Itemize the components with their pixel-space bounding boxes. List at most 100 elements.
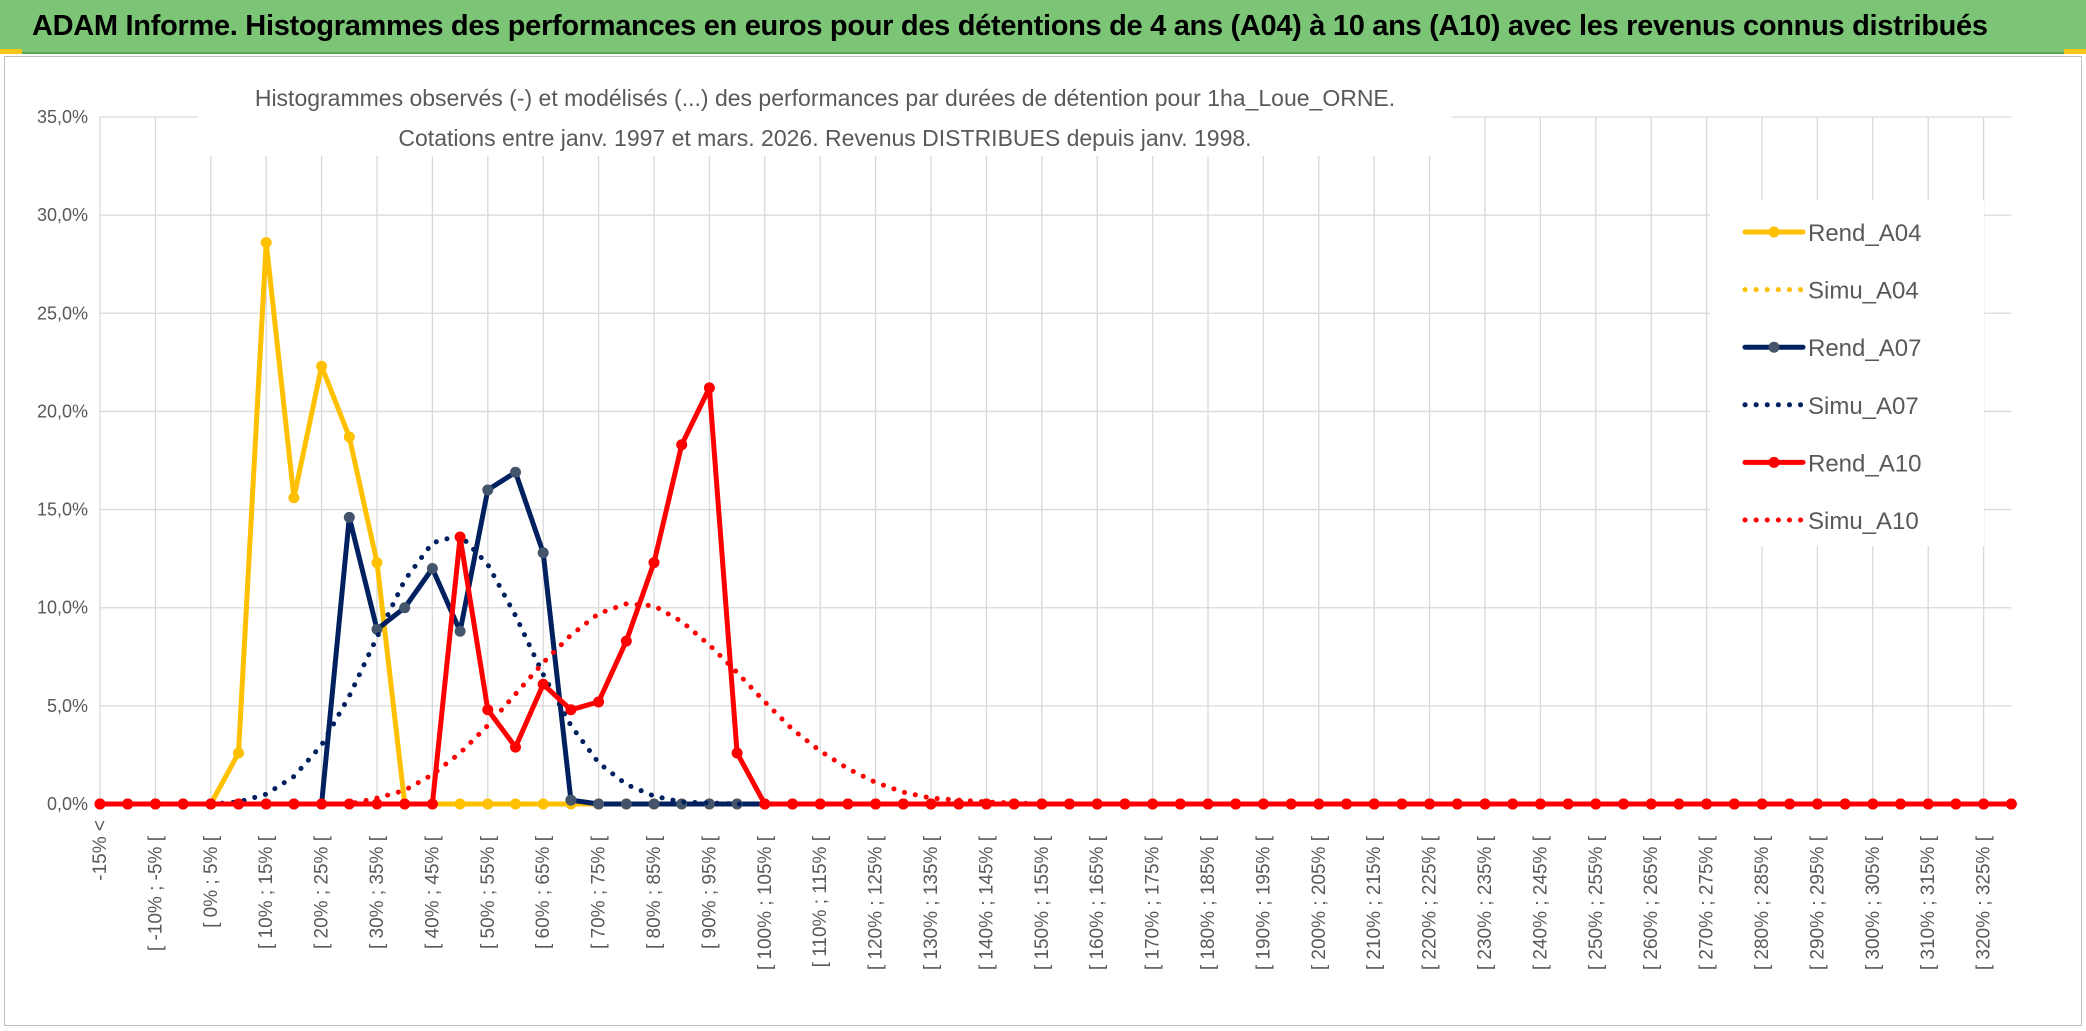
legend-label: Simu_A10 <box>1808 508 1919 535</box>
x-tick-label: [ 110% ; 115% [ <box>810 835 831 967</box>
legend-label: Simu_A07 <box>1808 393 1919 420</box>
data-point <box>1313 798 1325 810</box>
x-tick-label: [ 280% ; 285% [ <box>1752 835 1773 970</box>
data-point <box>371 623 383 635</box>
x-tick-label: [ 140% ; 145% [ <box>976 835 997 970</box>
data-point <box>759 798 771 810</box>
x-tick-label: [ 130% ; 135% [ <box>921 835 942 970</box>
x-tick-label: [ 220% ; 225% [ <box>1420 835 1441 970</box>
legend-marker <box>1768 456 1780 468</box>
data-point <box>537 678 549 690</box>
data-point <box>814 798 826 810</box>
y-tick-label: 10,0% <box>37 598 88 618</box>
data-point <box>177 798 189 810</box>
data-point <box>925 798 937 810</box>
series-line-simu-a10 <box>97 601 2014 807</box>
data-point <box>731 747 743 759</box>
data-point <box>343 431 355 443</box>
data-point <box>676 439 688 451</box>
chart-title-line-1: Histogrammes observés (-) et modélisés (… <box>255 85 1395 111</box>
data-point <box>343 511 355 523</box>
data-point <box>648 557 660 569</box>
data-point <box>399 602 411 614</box>
data-point <box>1424 798 1436 810</box>
x-tick-label: [ 60% ; 65% [ <box>533 835 554 949</box>
data-point <box>703 382 715 394</box>
x-tick-label: [ 80% ; 85% [ <box>644 835 665 949</box>
data-point <box>510 798 521 810</box>
data-point <box>787 798 798 810</box>
report-banner: ADAM Informe. Histogrammes des performan… <box>0 0 2086 54</box>
y-tick-label: 35,0% <box>37 107 88 127</box>
data-point <box>1368 798 1380 810</box>
x-tick-label: [ 90% ; 95% [ <box>699 835 720 949</box>
y-axis-ticks: 0,0% 5,0% 10,0% 15,0% 20,0% 25,0% 30,0% 35,0% <box>37 107 88 814</box>
data-point <box>426 798 438 810</box>
data-point <box>510 741 521 753</box>
x-tick-label: [ 40% ; 45% [ <box>422 835 443 949</box>
data-point <box>1202 798 1214 810</box>
data-point <box>1645 798 1657 810</box>
series-lines <box>94 237 2017 810</box>
x-tick-label: [ 190% ; 195% [ <box>1253 835 1274 970</box>
data-point <box>1978 798 1990 810</box>
data-point <box>1534 798 1546 810</box>
data-point <box>565 704 577 716</box>
x-tick-label: [ 70% ; 75% [ <box>589 835 610 949</box>
chart-legend: Rend_A04 Simu_A04 Rend_A07 Simu_A07 Rend_A10… <box>1710 200 1984 546</box>
data-point <box>620 635 632 647</box>
data-point <box>233 747 244 759</box>
data-point <box>648 798 660 810</box>
grid-lines <box>99 116 2012 805</box>
data-point <box>454 531 466 543</box>
data-point <box>482 704 494 716</box>
x-tick-label: [ 230% ; 235% [ <box>1475 835 1496 970</box>
data-point <box>1091 798 1103 810</box>
y-tick-label: 0,0% <box>47 794 88 814</box>
legend-label: Rend_A04 <box>1808 220 1921 247</box>
x-tick-label: [ 320% ; 325% [ <box>1974 835 1995 970</box>
chart-title-box: Histogrammes observés (-) et modélisés (… <box>198 76 1452 156</box>
legend-label: Rend_A10 <box>1808 450 1921 477</box>
x-tick-label: [ 160% ; 165% [ <box>1087 835 1108 970</box>
data-point <box>260 237 272 249</box>
report-title: ADAM Informe. Histogrammes des performan… <box>32 9 1988 42</box>
data-point <box>510 466 521 478</box>
data-point <box>288 798 300 810</box>
data-point <box>593 798 605 810</box>
data-point <box>676 798 688 810</box>
x-tick-label: [ -10% ; -5% [ <box>145 835 166 951</box>
data-point <box>399 798 411 810</box>
data-point <box>343 798 355 810</box>
x-tick-label: [ 300% ; 305% [ <box>1863 835 1884 970</box>
data-point <box>233 798 244 810</box>
data-point <box>897 798 909 810</box>
x-tick-label: [ 270% ; 275% [ <box>1697 835 1718 970</box>
corner-mark-left <box>0 49 22 54</box>
x-tick-label: [ 250% ; 255% [ <box>1586 835 1607 970</box>
y-tick-label: 5,0% <box>47 696 88 716</box>
data-point <box>1257 798 1269 810</box>
corner-mark-right <box>2064 49 2086 54</box>
data-point <box>371 798 383 810</box>
data-point <box>1867 798 1879 810</box>
x-tick-label: [ 100% ; 105% [ <box>755 835 776 970</box>
x-tick-label: [ 240% ; 245% [ <box>1530 835 1551 970</box>
x-tick-label: [ 20% ; 25% [ <box>312 835 333 949</box>
data-point <box>288 492 300 504</box>
data-point <box>316 360 328 372</box>
x-tick-label: [ 30% ; 35% [ <box>367 835 388 949</box>
data-point <box>593 696 605 708</box>
x-tick-label: [ 120% ; 125% [ <box>866 835 887 970</box>
x-tick-label: [ 50% ; 55% [ <box>478 835 499 949</box>
data-point <box>537 547 549 559</box>
data-point <box>371 557 383 569</box>
legend-label: Simu_A04 <box>1808 278 1919 305</box>
data-point <box>1701 798 1713 810</box>
x-tick-label: [ 310% ; 315% [ <box>1918 835 1939 970</box>
data-point <box>1036 798 1048 810</box>
x-tick-label: [ 0% ; 5% [ <box>201 835 222 928</box>
chart-title-line-2: Cotations entre janv. 1997 et mars. 2026… <box>398 125 1251 151</box>
x-tick-label: [ 260% ; 265% [ <box>1641 835 1662 970</box>
